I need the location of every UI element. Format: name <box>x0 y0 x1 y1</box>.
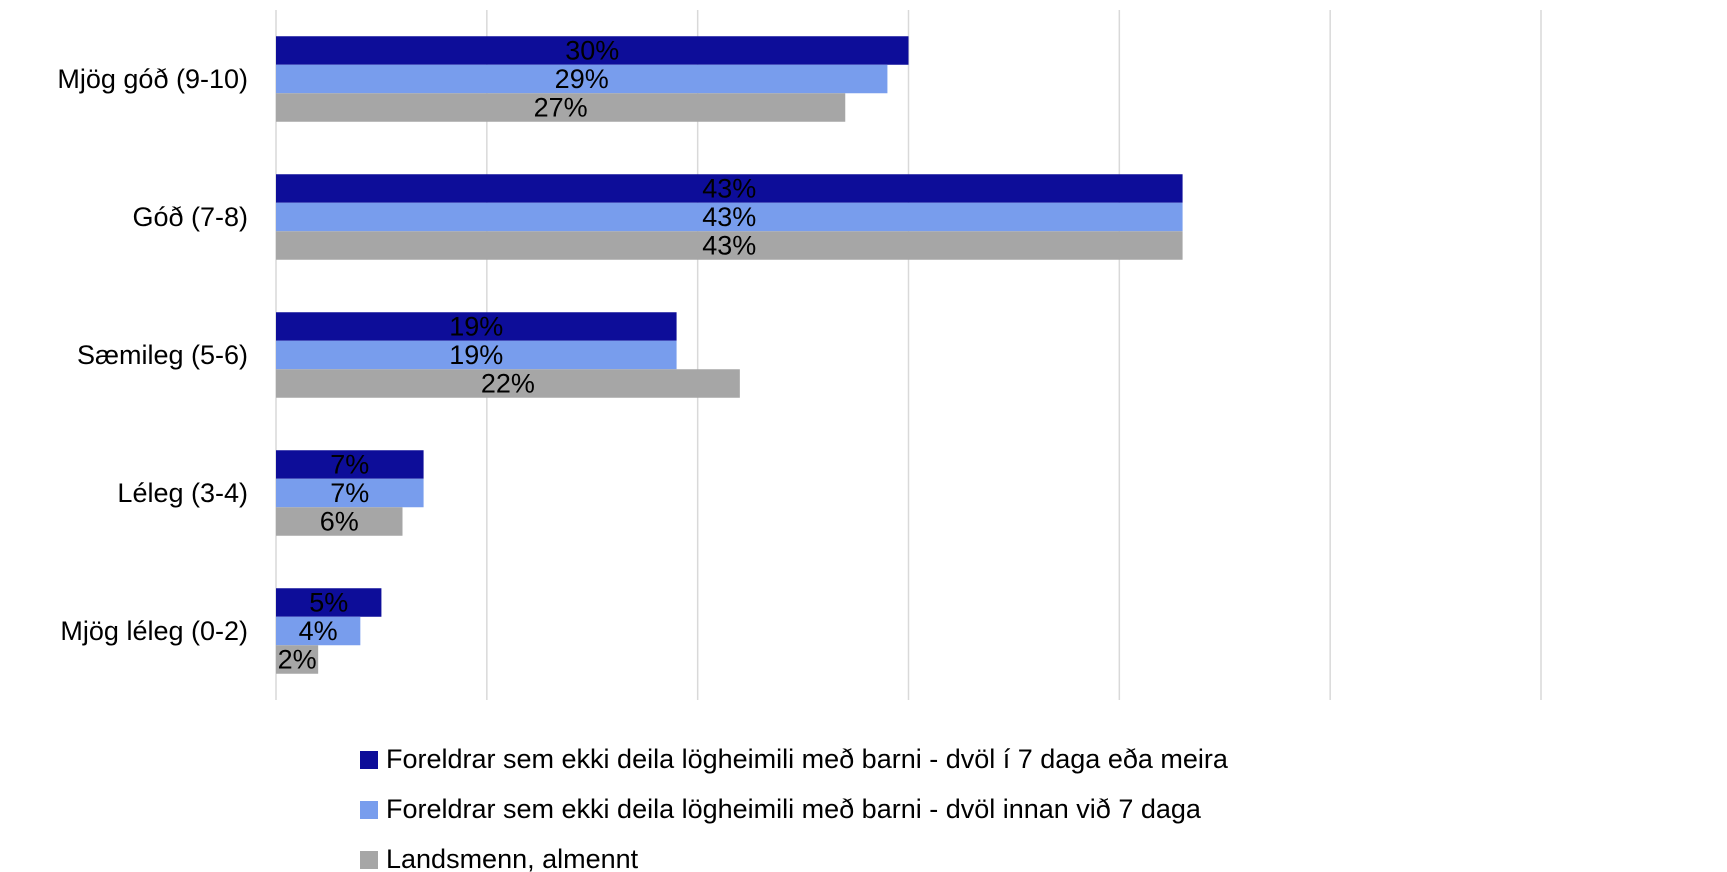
data-label: 4% <box>299 616 338 646</box>
bar <box>276 478 424 508</box>
data-label: 6% <box>320 507 359 537</box>
bar <box>276 202 1183 232</box>
y-tick-label: Léleg (3-4) <box>117 478 248 508</box>
data-label: 22% <box>481 369 535 399</box>
data-label: 7% <box>330 478 369 508</box>
legend-label: Foreldrar sem ekki deila lögheimili með … <box>386 794 1202 824</box>
bar <box>276 616 361 646</box>
data-label: 43% <box>702 174 756 204</box>
bar <box>276 231 1183 260</box>
legend-swatch <box>360 801 378 819</box>
y-tick-label: Mjög góð (9-10) <box>57 64 248 94</box>
data-label: 19% <box>449 340 503 370</box>
bar <box>276 369 740 398</box>
bar <box>276 36 909 65</box>
data-label: 43% <box>702 231 756 261</box>
y-tick-label: Góð (7-8) <box>132 202 248 232</box>
legend-swatch <box>360 851 378 869</box>
data-label: 2% <box>278 645 317 675</box>
data-label: 30% <box>565 36 619 66</box>
data-label: 27% <box>534 93 588 123</box>
bar <box>276 450 424 479</box>
data-label: 7% <box>330 450 369 480</box>
data-label: 5% <box>309 588 348 618</box>
data-label: 29% <box>555 64 609 94</box>
data-label: 19% <box>449 312 503 342</box>
bar <box>276 645 319 674</box>
bar <box>276 340 677 370</box>
bar <box>276 507 403 536</box>
data-label: 43% <box>702 202 756 232</box>
legend-swatch <box>360 751 378 769</box>
legend-label: Foreldrar sem ekki deila lögheimili með … <box>386 744 1229 774</box>
bar <box>276 588 382 617</box>
y-tick-label: Mjög léleg (0-2) <box>60 616 248 646</box>
bar <box>276 93 846 122</box>
y-tick-label: Sæmileg (5-6) <box>77 340 248 370</box>
legend-label: Landsmenn, almennt <box>386 844 639 872</box>
bar <box>276 312 677 341</box>
bar <box>276 64 888 94</box>
bar <box>276 174 1183 203</box>
